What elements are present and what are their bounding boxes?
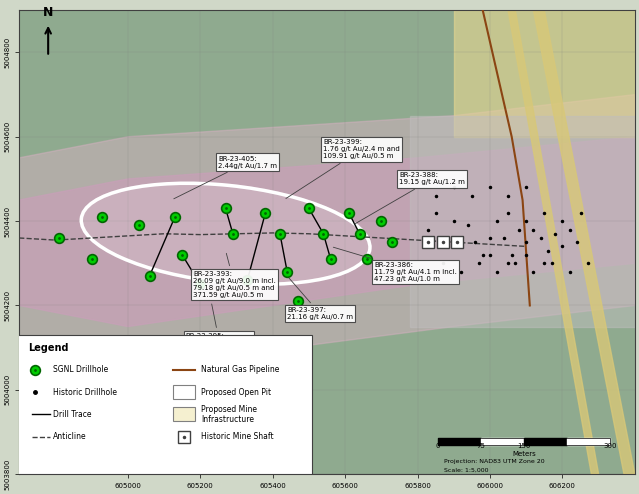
Text: 75: 75 bbox=[477, 443, 486, 449]
Polygon shape bbox=[534, 10, 635, 474]
Ellipse shape bbox=[81, 183, 370, 284]
Text: BR-23-405:
2.44g/t Au/1.7 m: BR-23-405: 2.44g/t Au/1.7 m bbox=[174, 156, 277, 199]
Polygon shape bbox=[410, 116, 635, 327]
Text: Anticline: Anticline bbox=[53, 432, 87, 441]
Polygon shape bbox=[454, 10, 635, 137]
Text: SGNL Drillhole: SGNL Drillhole bbox=[53, 365, 108, 374]
Text: N: N bbox=[43, 6, 53, 19]
FancyBboxPatch shape bbox=[173, 385, 195, 399]
Text: 150: 150 bbox=[518, 443, 531, 449]
Polygon shape bbox=[19, 94, 635, 369]
Text: Drill Trace: Drill Trace bbox=[53, 410, 91, 419]
Text: BR-23-399:
1.76 g/t Au/2.4 m and
109.91 g/t Au/0.5 m: BR-23-399: 1.76 g/t Au/2.4 m and 109.91 … bbox=[286, 139, 400, 199]
Text: Projection: NAD83 UTM Zone 20: Projection: NAD83 UTM Zone 20 bbox=[444, 458, 544, 463]
Polygon shape bbox=[19, 137, 635, 327]
Text: BR-23-386:
11.79 g/t Au/4.1 m incl.
47.23 g/t Au/1.0 m: BR-23-386: 11.79 g/t Au/4.1 m incl. 47.2… bbox=[334, 247, 457, 282]
Text: Meters: Meters bbox=[512, 451, 536, 456]
Polygon shape bbox=[508, 10, 599, 474]
Text: Proposed Mine
Infrastructure: Proposed Mine Infrastructure bbox=[201, 405, 257, 424]
Text: BR-23-397:
21.16 g/t Au/0.7 m: BR-23-397: 21.16 g/t Au/0.7 m bbox=[287, 278, 353, 321]
FancyBboxPatch shape bbox=[16, 335, 312, 474]
FancyBboxPatch shape bbox=[173, 408, 195, 421]
Text: Historic Drillhole: Historic Drillhole bbox=[53, 387, 117, 397]
Text: Natural Gas Pipeline: Natural Gas Pipeline bbox=[201, 365, 279, 374]
Text: Scale: 1:5,000: Scale: 1:5,000 bbox=[444, 468, 488, 473]
Text: 300: 300 bbox=[603, 443, 617, 449]
Text: Legend: Legend bbox=[28, 343, 69, 353]
Text: BR-23-388:
19.15 g/t Au/1.2 m: BR-23-388: 19.15 g/t Au/1.2 m bbox=[355, 172, 465, 224]
Text: 0: 0 bbox=[436, 443, 440, 449]
Text: BR-23-393:
26.09 g/t Au/9.0 m incl.
79.18 g/t Au/0.5 m and
371.59 g/t Au/0.5 m: BR-23-393: 26.09 g/t Au/9.0 m incl. 79.1… bbox=[193, 253, 276, 298]
Text: BR-23-395:
10.85 g/t Au/1.3 m: BR-23-395: 10.85 g/t Au/1.3 m bbox=[186, 304, 252, 346]
Text: Historic Mine Shaft: Historic Mine Shaft bbox=[201, 432, 273, 441]
Text: Proposed Open Pit: Proposed Open Pit bbox=[201, 387, 271, 397]
